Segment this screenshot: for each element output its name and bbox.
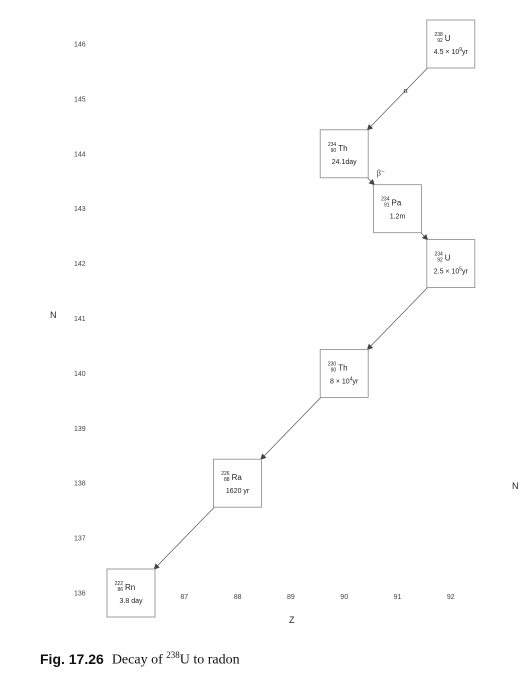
nuclide-box-frame	[319, 348, 369, 398]
caption-text-after: U to radon	[179, 652, 240, 668]
mass-number: 222	[115, 581, 124, 587]
n-tick-label: 142	[74, 261, 86, 268]
n-tick-label: 141	[74, 316, 86, 323]
atomic-number: 92	[437, 38, 443, 44]
z-axis-label: Z	[289, 615, 295, 625]
decay-arrow	[366, 287, 428, 351]
figure-number: Fig. 17.26	[40, 650, 104, 667]
atomic-number: 92	[437, 258, 443, 264]
half-life-exponent: 4	[350, 376, 353, 382]
z-tick-label: 88	[234, 594, 242, 601]
element-symbol: Rn	[125, 583, 135, 592]
half-life: 1620 yr	[226, 488, 250, 495]
n-tick-label: 144	[74, 151, 86, 158]
half-life: 8 × 104yr	[330, 376, 359, 385]
n-tick-label: 136	[74, 591, 86, 598]
mass-number: 234	[328, 142, 337, 148]
half-life: 2.5 × 105yr	[434, 267, 469, 276]
atomic-number: 90	[331, 148, 337, 154]
half-life: 3.8 day	[120, 598, 143, 605]
element-symbol: Pa	[392, 199, 402, 208]
decay-arrows: α β⁻	[153, 67, 429, 570]
n-tick-label: 140	[74, 371, 86, 378]
decay-arrow	[260, 397, 322, 460]
half-life-unit: yr	[462, 269, 469, 276]
z-tick-label: 87	[180, 594, 188, 601]
nuclide-box-frame	[106, 568, 156, 618]
n-tick-label: 146	[74, 42, 86, 49]
nuclide-box-frame	[426, 239, 476, 289]
nuclide-box-frame	[319, 129, 369, 179]
decay-arrow	[153, 506, 215, 570]
z-tick-label: 90	[340, 594, 348, 601]
half-life: 4.5 × 109yr	[434, 47, 469, 56]
figure-caption: Fig. 17.26 Decay of 238U to radon	[40, 650, 240, 669]
z-tick-label: 92	[447, 594, 455, 601]
decay-arrow	[420, 232, 429, 241]
n-axis-label-left: N	[50, 310, 57, 320]
z-tick-label: 89	[287, 594, 295, 601]
element-symbol: Ra	[232, 473, 243, 482]
half-life: 24.1day	[332, 159, 357, 166]
decay-arrow	[366, 67, 428, 131]
mass-number: 226	[221, 471, 230, 477]
decay-arrow	[367, 177, 375, 186]
half-life-exponent: 5	[459, 267, 462, 273]
element-symbol: U	[445, 34, 451, 43]
nuclide-box-frame	[426, 19, 476, 69]
half-life-exponent: 9	[459, 47, 462, 53]
n-axis-ticks: 146 145 144 143 142 141 140 139 138 137 136	[74, 42, 86, 598]
mass-number: 238	[434, 32, 443, 38]
atomic-number: 91	[384, 203, 390, 209]
atomic-number: 88	[224, 477, 230, 483]
n-axis-label-right: N	[512, 481, 519, 491]
decay-chain-diagram: 146 145 144 143 142 141 140 139 138 137 136 86 87 88…	[50, 19, 519, 625]
decay-type-label: β⁻	[377, 168, 385, 177]
z-axis-ticks: 86878889909192	[127, 594, 455, 601]
n-tick-label: 143	[74, 206, 86, 213]
n-tick-label: 139	[74, 426, 86, 433]
half-life: 1.2m	[390, 214, 406, 221]
caption-text-before: Decay of	[111, 652, 163, 668]
half-life-unit: yr	[462, 49, 469, 56]
nuclide-box-frame	[373, 184, 422, 234]
element-symbol: U	[445, 254, 451, 263]
atomic-number: 90	[331, 367, 337, 373]
half-life-unit: yr	[353, 378, 360, 385]
z-tick-label: 91	[394, 594, 402, 601]
atomic-number: 86	[117, 587, 123, 593]
n-tick-label: 138	[74, 481, 86, 488]
decay-type-label: α	[404, 86, 409, 95]
element-symbol: Th	[338, 363, 347, 372]
mass-number: 234	[381, 197, 390, 203]
mass-number: 234	[434, 252, 443, 258]
caption-superscript: 238	[166, 650, 180, 660]
n-tick-label: 137	[74, 536, 86, 543]
mass-number: 230	[328, 361, 337, 367]
n-tick-label: 145	[74, 96, 86, 103]
element-symbol: Th	[338, 144, 347, 153]
nuclide-box-frame	[213, 458, 263, 508]
